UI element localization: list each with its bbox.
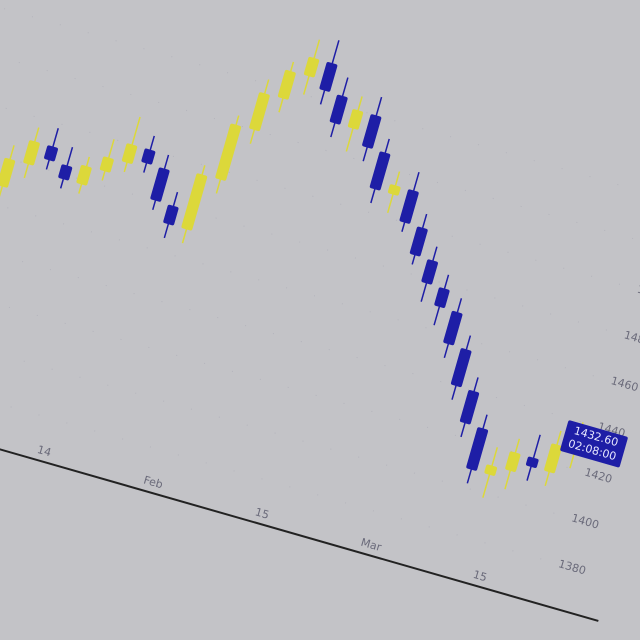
candle-body — [484, 464, 498, 476]
candle-body — [450, 348, 472, 388]
candle-body — [434, 287, 450, 308]
x-tick-label: Feb — [142, 473, 164, 491]
candle-body — [443, 310, 463, 346]
x-tick-label: Mar — [359, 536, 383, 554]
candle-body — [23, 140, 40, 166]
candle-body — [215, 123, 242, 181]
candle-body — [0, 157, 16, 188]
x-axis — [0, 410, 599, 622]
candle-body — [505, 451, 521, 472]
y-tick-label: 1500 — [636, 283, 640, 303]
candle-body — [399, 189, 419, 224]
candle-body — [150, 167, 170, 202]
candle-body — [121, 143, 138, 164]
candle-body — [347, 109, 364, 130]
candle-body — [466, 427, 489, 471]
candle-body — [249, 92, 270, 132]
candle-wick — [526, 434, 541, 481]
candle-body — [44, 145, 58, 162]
candle-body — [181, 173, 208, 231]
candle-body — [329, 94, 348, 125]
candle-body — [99, 156, 114, 173]
candle-body — [369, 151, 391, 191]
candle-body — [141, 148, 156, 165]
candle-body — [421, 259, 438, 285]
candle-body — [277, 69, 296, 100]
candle-body — [459, 390, 480, 425]
x-tick-label: 14 — [36, 443, 53, 459]
candle-body — [319, 62, 338, 92]
candle-body — [526, 456, 539, 468]
x-tick-label: 15 — [471, 568, 488, 584]
candle-body — [362, 114, 382, 149]
candle-body — [163, 204, 179, 226]
candle-body — [409, 226, 428, 257]
candle-body — [387, 184, 401, 196]
candle-body — [303, 56, 320, 78]
candle-body — [58, 164, 73, 181]
x-tick-label: 15 — [254, 505, 271, 521]
price-box — [560, 420, 628, 468]
candle-body — [544, 443, 562, 474]
candle-body — [76, 165, 92, 186]
